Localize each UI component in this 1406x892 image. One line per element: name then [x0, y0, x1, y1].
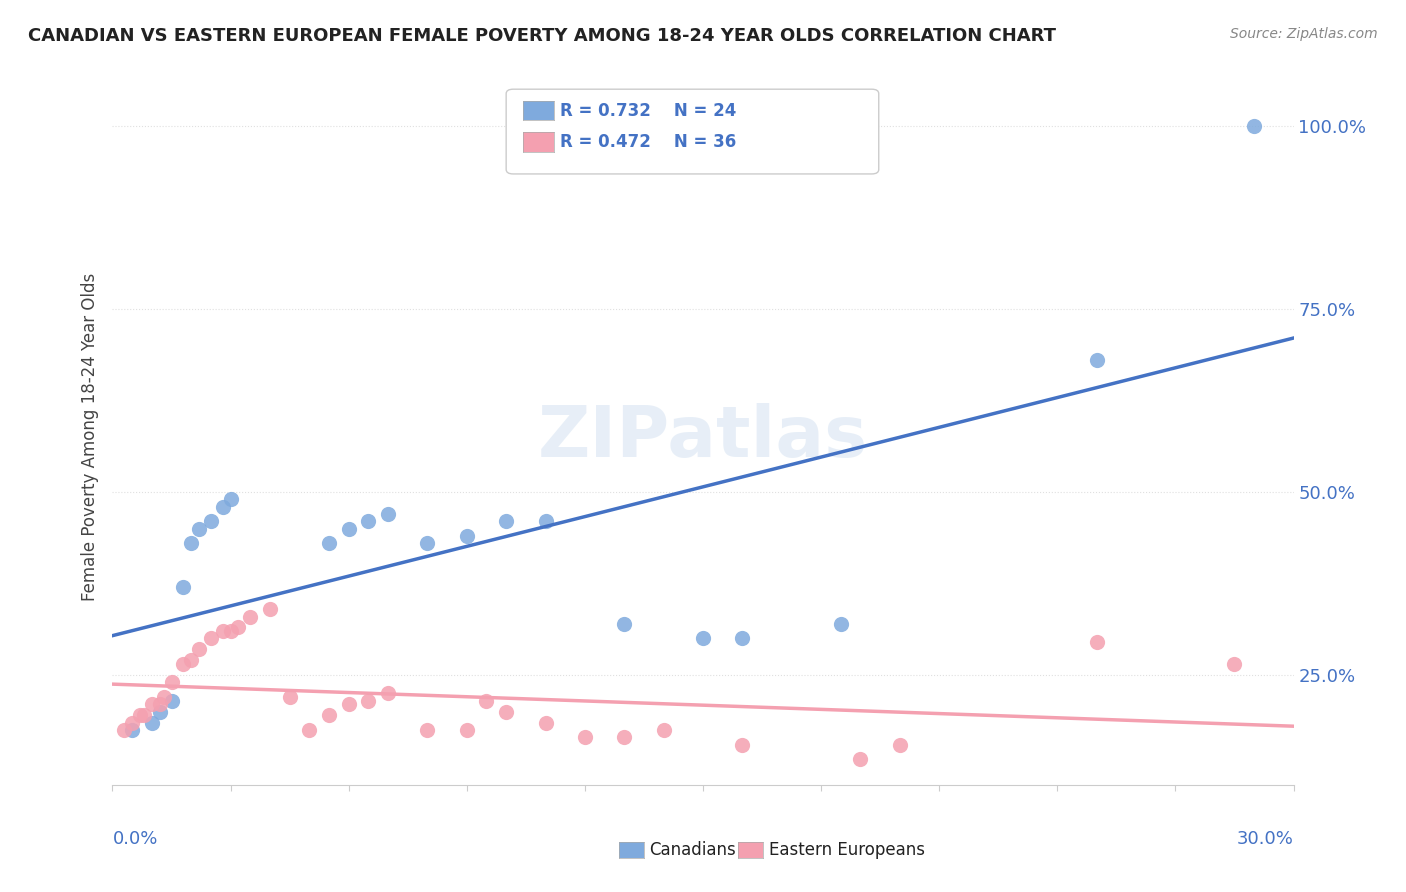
Point [219, 492, 242, 507]
Point [652, 723, 675, 737]
Point [495, 705, 517, 719]
Point [188, 522, 211, 536]
Point [357, 514, 380, 528]
Point [337, 522, 360, 536]
Point [129, 708, 152, 723]
Text: 0.0%: 0.0% [112, 830, 157, 847]
Point [574, 731, 596, 745]
Point [298, 723, 321, 737]
Point [180, 536, 202, 550]
Y-axis label: Female Poverty Among 18-24 Year Olds: Female Poverty Among 18-24 Year Olds [80, 273, 98, 601]
Point [456, 723, 478, 737]
Text: CANADIAN VS EASTERN EUROPEAN FEMALE POVERTY AMONG 18-24 YEAR OLDS CORRELATION CH: CANADIAN VS EASTERN EUROPEAN FEMALE POVE… [28, 27, 1056, 45]
Text: R = 0.472    N = 36: R = 0.472 N = 36 [560, 133, 735, 151]
Point [357, 694, 380, 708]
Point [149, 698, 172, 712]
Point [849, 752, 872, 766]
Point [259, 602, 281, 616]
Point [219, 624, 242, 639]
Point [337, 698, 360, 712]
Point [132, 708, 155, 723]
Point [534, 514, 557, 528]
Point [377, 686, 399, 700]
Text: Canadians: Canadians [650, 841, 737, 859]
Text: Eastern Europeans: Eastern Europeans [769, 841, 925, 859]
Point [160, 675, 183, 690]
Point [692, 632, 714, 646]
Point [1223, 657, 1246, 672]
Point [613, 616, 636, 631]
Point [731, 738, 754, 752]
Point [149, 705, 172, 719]
Point [121, 715, 143, 730]
Point [188, 642, 211, 657]
Point [889, 738, 911, 752]
Point [228, 620, 250, 634]
Point [211, 500, 233, 514]
Point [239, 609, 262, 624]
Point [180, 653, 202, 667]
Point [1085, 635, 1108, 649]
Point [416, 723, 439, 737]
Point [121, 723, 143, 737]
Text: 30.0%: 30.0% [1237, 830, 1294, 847]
Point [141, 715, 163, 730]
Point [534, 715, 557, 730]
Point [160, 694, 183, 708]
Point [495, 514, 517, 528]
Text: Source: ZipAtlas.com: Source: ZipAtlas.com [1230, 27, 1378, 41]
Point [377, 507, 399, 521]
Point [318, 708, 340, 723]
Point [172, 580, 194, 594]
Point [1243, 119, 1265, 133]
Point [1085, 353, 1108, 368]
Text: ZIPatlas: ZIPatlas [538, 402, 868, 472]
Point [613, 731, 636, 745]
Point [731, 632, 754, 646]
Point [112, 723, 135, 737]
Point [172, 657, 194, 672]
Point [318, 536, 340, 550]
Point [152, 690, 174, 704]
Point [456, 529, 478, 543]
Point [830, 616, 852, 631]
Point [416, 536, 439, 550]
Point [141, 698, 163, 712]
Point [200, 514, 222, 528]
Point [278, 690, 301, 704]
Point [475, 694, 498, 708]
Point [211, 624, 233, 639]
Point [200, 632, 222, 646]
Text: R = 0.732    N = 24: R = 0.732 N = 24 [560, 102, 735, 120]
